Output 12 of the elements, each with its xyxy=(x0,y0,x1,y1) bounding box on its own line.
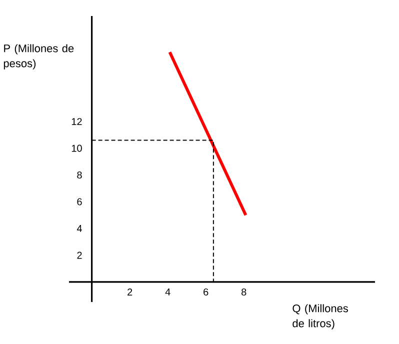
y-tick-label: 8 xyxy=(77,171,82,179)
y-tick-label: 2 xyxy=(77,252,82,259)
x-axis-title: Q (Millones de litros) xyxy=(292,304,348,330)
y-tick-label: 6 xyxy=(77,198,82,206)
x-tick-label: 4 xyxy=(165,288,170,296)
x-tick-label: 2 xyxy=(128,288,132,296)
y-axis-title: P (Millones de pesos) xyxy=(4,44,74,70)
y-tick-label: 12 xyxy=(72,118,82,126)
y-tick-label: 10 xyxy=(72,144,82,152)
x-tick-label: 8 xyxy=(242,288,246,296)
y-tick-label: 4 xyxy=(76,225,82,232)
x-tick-label: 6 xyxy=(204,288,208,296)
